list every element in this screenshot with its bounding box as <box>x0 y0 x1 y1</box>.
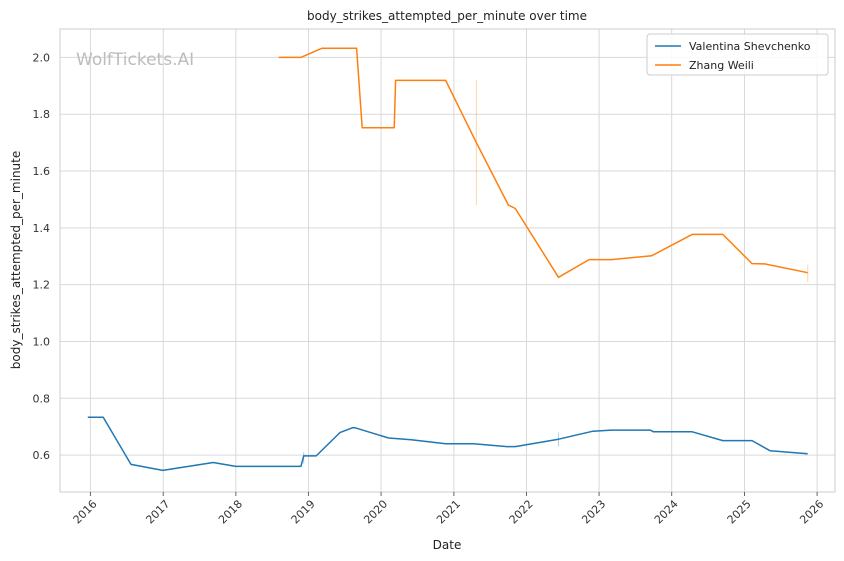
x-axis-ticks: 2016 2017 2018 2019 2020 2021 2022 2023 2024 2025… <box>71 492 826 527</box>
y-tick-label: 1.4 <box>33 222 51 235</box>
x-tick-label: 2026 <box>797 498 826 527</box>
x-tick-label: 2025 <box>725 498 754 527</box>
chart-title: body_strikes_attempted_per_minute over t… <box>307 9 587 23</box>
grid <box>60 29 835 492</box>
series-line-1 <box>87 416 808 472</box>
x-tick-label: 2018 <box>216 498 245 527</box>
legend-label: Zhang Weili <box>689 59 754 72</box>
y-axis-ticks: 0.6 0.8 1.0 1.2 1.4 1.6 1.8 2.0 <box>33 51 51 462</box>
x-axis-label: Date <box>433 538 462 552</box>
series-lines <box>87 47 808 472</box>
x-tick-label: 2024 <box>652 498 681 527</box>
x-tick-label: 2020 <box>361 498 390 527</box>
legend: Valentina Shevchenko Zhang Weili <box>646 33 829 76</box>
y-axis-label: body_strikes_attempted_per_minute <box>9 151 23 369</box>
watermark: WolfTickets.AI <box>76 50 194 70</box>
y-tick-label: 0.8 <box>33 392 51 405</box>
plot-frame <box>59 28 836 493</box>
y-tick-label: 1.0 <box>33 335 51 348</box>
x-tick-label: 2016 <box>71 498 100 527</box>
y-tick-label: 1.8 <box>33 108 51 121</box>
y-tick-label: 2.0 <box>33 51 51 64</box>
y-tick-label: 1.6 <box>33 165 51 178</box>
y-tick-label: 0.6 <box>33 449 51 462</box>
legend-box <box>646 33 829 76</box>
plot-background <box>60 29 835 492</box>
y-tick-label: 1.2 <box>33 279 51 292</box>
series-line-2 <box>278 47 808 279</box>
x-tick-label: 2023 <box>579 498 608 527</box>
x-tick-label: 2022 <box>507 498 536 527</box>
legend-label: Valentina Shevchenko <box>689 40 811 53</box>
x-tick-label: 2019 <box>289 498 318 527</box>
x-tick-label: 2017 <box>143 498 172 527</box>
x-tick-label: 2021 <box>434 498 463 527</box>
